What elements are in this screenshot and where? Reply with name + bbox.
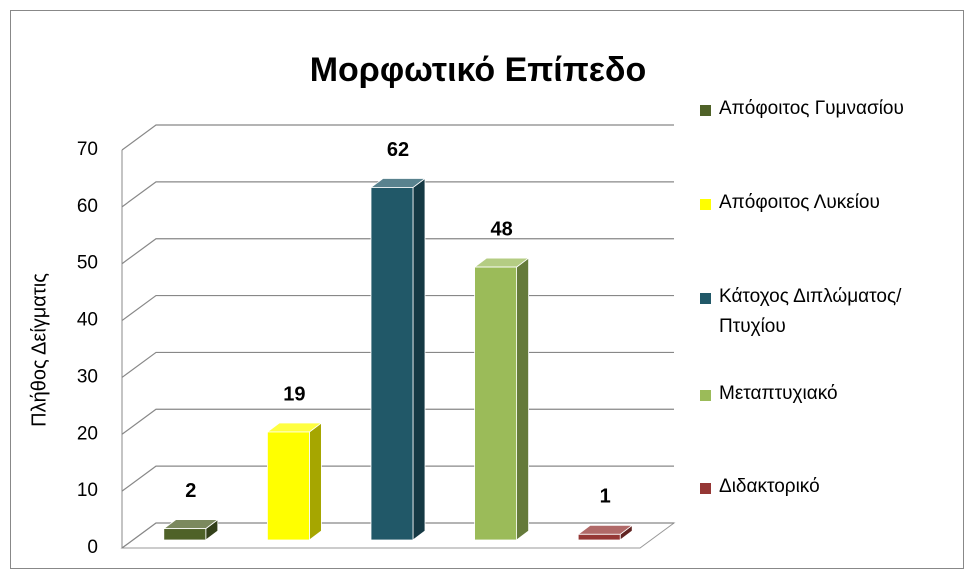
y-tick-label: 60 (77, 196, 98, 217)
y-tick-label: 30 (77, 366, 98, 387)
y-tick-label: 20 (77, 423, 98, 444)
bar (370, 187, 414, 541)
y-tick-label: 40 (77, 310, 98, 331)
chart-title: Μορφωτικό Επίπεδο (310, 51, 647, 89)
bar (577, 533, 621, 541)
legend-item: Μεταπτυχιακό (696, 383, 936, 409)
grid-line (121, 238, 674, 265)
data-label: 1 (600, 486, 611, 508)
legend-label: Απόφοιτος Λυκείου (719, 192, 880, 213)
grid-line (121, 181, 674, 208)
bar-side (412, 177, 426, 541)
legend-item: Διδακτορικό (696, 476, 936, 502)
legend-label: Κάτοχος Διπλώματος/Πτυχίου (719, 286, 902, 337)
chart-border (10, 10, 964, 569)
legend-item: Κάτοχος Διπλώματος/Πτυχίου (696, 286, 936, 342)
data-label: 19 (283, 383, 305, 405)
legend-swatch (700, 390, 711, 401)
bar (266, 431, 310, 541)
y-axis-title: Πλήθος Δείγματις (28, 273, 50, 427)
grid-line (121, 124, 674, 151)
bar (163, 528, 207, 541)
legend-swatch (700, 483, 711, 494)
legend-swatch (700, 293, 711, 304)
legend-label: Διδακτορικό (719, 476, 820, 497)
y-tick-label: 10 (77, 480, 98, 501)
legend-item: Απόφοιτος Λυκείου (696, 192, 936, 218)
legend-swatch (700, 105, 711, 116)
data-label: 62 (387, 139, 409, 161)
data-label: 2 (185, 480, 196, 502)
y-tick-label: 70 (77, 139, 98, 160)
legend-label: Μεταπτυχιακό (719, 383, 838, 404)
data-label: 48 (490, 218, 512, 240)
legend-swatch (700, 199, 711, 210)
bar (474, 266, 518, 541)
bar-side (516, 257, 529, 541)
y-tick-label: 0 (87, 537, 98, 558)
legend-label: Απόφοιτος Γυμνασίου (719, 98, 904, 119)
bar-side (308, 422, 322, 541)
y-tick-label: 50 (77, 253, 98, 274)
legend-item: Απόφοιτος Γυμνασίου (696, 98, 936, 124)
